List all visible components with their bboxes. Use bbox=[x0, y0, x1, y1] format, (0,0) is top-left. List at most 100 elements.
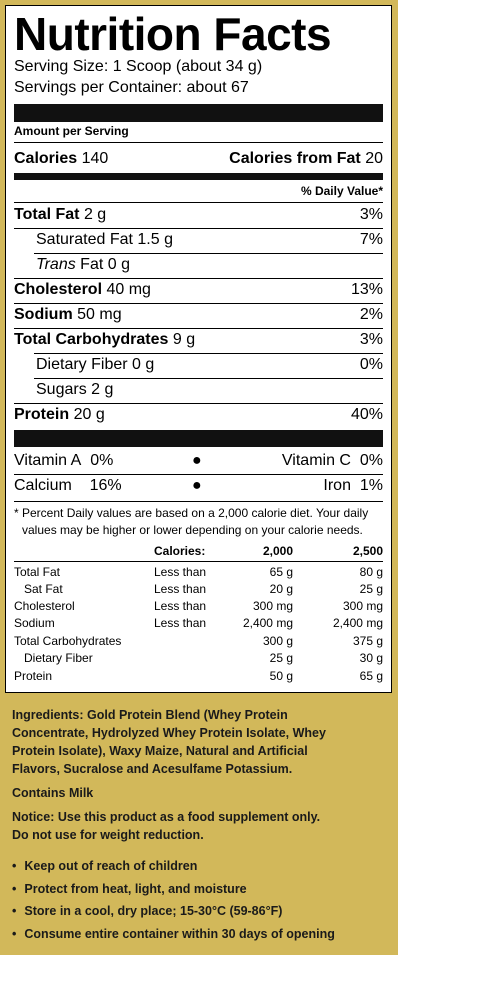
table-cell: Protein bbox=[14, 669, 53, 683]
table-cell: Total Fat bbox=[14, 565, 61, 579]
daily-value-header: % Daily Value* bbox=[300, 184, 383, 198]
nutrient-name: Sodium bbox=[14, 306, 73, 323]
table-row: Total Fat Less than 65 g 80 g bbox=[14, 564, 383, 581]
vitamin-value: 1% bbox=[359, 477, 383, 494]
nutrient-name: Total Carbohydrates bbox=[14, 331, 169, 348]
ingredients-line: Flavors, Sucralose and Acesulfame Potass… bbox=[12, 762, 293, 776]
table-cell: 2,400 mg bbox=[332, 616, 383, 630]
label-panel: Nutrition Facts Serving Size: 1 Scoop (a… bbox=[0, 0, 398, 955]
table-cell: 65 g bbox=[359, 669, 383, 683]
warning-item: Store in a cool, dry place; 15-30°C (59-… bbox=[12, 900, 392, 923]
ingredients-line: Concentrate, Hydrolyzed Whey Protein Iso… bbox=[12, 726, 326, 740]
divider bbox=[14, 403, 383, 404]
nutrient-dv: 3% bbox=[359, 331, 383, 348]
notice: Notice: Use this product as a food suppl… bbox=[12, 808, 392, 844]
divider bbox=[34, 353, 383, 354]
table-cell: 375 g bbox=[352, 634, 383, 648]
divider bbox=[34, 253, 383, 254]
bullet-dot: ● bbox=[192, 477, 202, 494]
calories-from-fat-value: 20 bbox=[365, 150, 383, 167]
table-cell: Less than bbox=[154, 616, 207, 630]
table-cell: 80 g bbox=[359, 565, 383, 579]
nutrient-row-sodium: Sodium 50 mg 2% bbox=[14, 303, 383, 327]
bullet-dot: ● bbox=[192, 452, 202, 469]
vitamin-name: Iron bbox=[323, 477, 351, 494]
nutrient-dv: 40% bbox=[350, 406, 383, 423]
nutrient-amount: 0 g bbox=[132, 356, 155, 373]
warning-item: Keep out of reach of children bbox=[12, 855, 392, 878]
nutrient-name: Dietary Fiber bbox=[36, 356, 128, 373]
table-header-cell: 2,000 bbox=[262, 544, 293, 558]
divider bbox=[14, 328, 383, 329]
vitamin-value: 16% bbox=[89, 477, 122, 494]
table-cell: 300 g bbox=[262, 634, 293, 648]
nutrient-row-total-carbohydrates: Total Carbohydrates 9 g 3% bbox=[14, 328, 383, 352]
table-cell: 2,400 mg bbox=[242, 616, 293, 630]
nutrient-dv: 3% bbox=[359, 206, 383, 223]
thick-divider bbox=[14, 430, 383, 447]
table-row: Total Carbohydrates 300 g 375 g bbox=[14, 633, 383, 650]
table-row: Dietary Fiber 25 g 30 g bbox=[14, 650, 383, 667]
dv-table-header: Calories: 2,000 2,500 bbox=[14, 543, 383, 560]
table-row: Sat Fat Less than 20 g 25 g bbox=[14, 581, 383, 598]
nutrition-facts-label: Nutrition Facts Serving Size: 1 Scoop (a… bbox=[5, 5, 392, 693]
nutrient-amount: 40 mg bbox=[106, 281, 151, 298]
divider bbox=[14, 501, 383, 502]
divider bbox=[34, 378, 383, 379]
divider bbox=[14, 474, 383, 475]
vitamin-name: Calcium bbox=[14, 477, 72, 494]
vitamin-row: Calcium 16% ● Iron 1% bbox=[14, 474, 383, 498]
table-row: Sodium Less than 2,400 mg 2,400 mg bbox=[14, 615, 383, 632]
table-cell: 25 g bbox=[269, 651, 293, 665]
nutrient-amount: 50 mg bbox=[77, 306, 122, 323]
warnings-list: Keep out of reach of children Protect fr… bbox=[12, 855, 392, 945]
nutrient-row-sugars: Sugars 2 g bbox=[36, 378, 383, 402]
ingredients-line: Ingredients: Gold Protein Blend (Whey Pr… bbox=[12, 708, 288, 722]
table-row: Protein 50 g 65 g bbox=[14, 668, 383, 685]
nutrient-amount: Fat 0 g bbox=[80, 256, 130, 273]
footnote-line-1: * Percent Daily values are based on a 2,… bbox=[14, 506, 369, 520]
vitamin-name: Vitamin A bbox=[14, 452, 82, 469]
vitamin-row: Vitamin A 0% ● Vitamin C 0% bbox=[14, 449, 383, 473]
divider bbox=[14, 278, 383, 279]
nutrient-amount: 2 g bbox=[91, 381, 114, 398]
divider bbox=[14, 561, 383, 562]
nutrient-dv: 13% bbox=[350, 281, 383, 298]
divider bbox=[14, 142, 383, 143]
nutrient-row-trans-fat: Trans Fat 0 g bbox=[36, 253, 383, 277]
table-cell: 50 g bbox=[269, 669, 293, 683]
nutrient-name: Sugars bbox=[36, 381, 87, 398]
divider bbox=[14, 228, 383, 229]
divider bbox=[14, 202, 383, 203]
calories-value: 140 bbox=[81, 150, 109, 167]
nutrient-name: Saturated Fat bbox=[36, 231, 133, 248]
nutrient-amount: 20 g bbox=[73, 406, 105, 423]
table-row: Cholesterol Less than 300 mg 300 mg bbox=[14, 598, 383, 615]
warning-item: Protect from heat, light, and moisture bbox=[12, 878, 392, 901]
table-cell: 65 g bbox=[269, 565, 293, 579]
nutrient-name: Cholesterol bbox=[14, 281, 103, 298]
calories-from-fat-label: Calories from Fat bbox=[229, 150, 361, 167]
table-cell: 20 g bbox=[269, 582, 293, 596]
table-cell: Sodium bbox=[14, 616, 55, 630]
vitamin-value: 0% bbox=[90, 452, 114, 469]
vitamin-name: Vitamin C bbox=[281, 452, 351, 469]
serving-size: Serving Size: 1 Scoop (about 34 g) bbox=[14, 58, 263, 75]
nutrient-dv: 2% bbox=[359, 306, 383, 323]
notice-line: Do not use for weight reduction. bbox=[12, 828, 204, 842]
ingredients: Ingredients: Gold Protein Blend (Whey Pr… bbox=[12, 706, 392, 778]
label-title: Nutrition Facts bbox=[14, 8, 332, 60]
table-cell: Dietary Fiber bbox=[24, 651, 93, 665]
table-cell: 300 mg bbox=[342, 599, 383, 613]
nutrient-row-cholesterol: Cholesterol 40 mg 13% bbox=[14, 278, 383, 302]
nutrient-amount: 2 g bbox=[83, 206, 107, 223]
nutrient-row-total-fat: Total Fat 2 g 3% bbox=[14, 203, 383, 227]
nutrient-amount: 1.5 g bbox=[137, 231, 173, 248]
thick-divider bbox=[14, 104, 383, 122]
nutrient-row-dietary-fiber: Dietary Fiber 0 g 0% bbox=[36, 353, 383, 377]
footnote-line-2: values may be higher or lower depending … bbox=[22, 523, 363, 537]
servings-per-container: Servings per Container: about 67 bbox=[14, 79, 249, 96]
table-cell: Less than bbox=[154, 582, 207, 596]
table-cell: 25 g bbox=[359, 582, 383, 596]
nutrient-name: Protein bbox=[14, 406, 70, 423]
